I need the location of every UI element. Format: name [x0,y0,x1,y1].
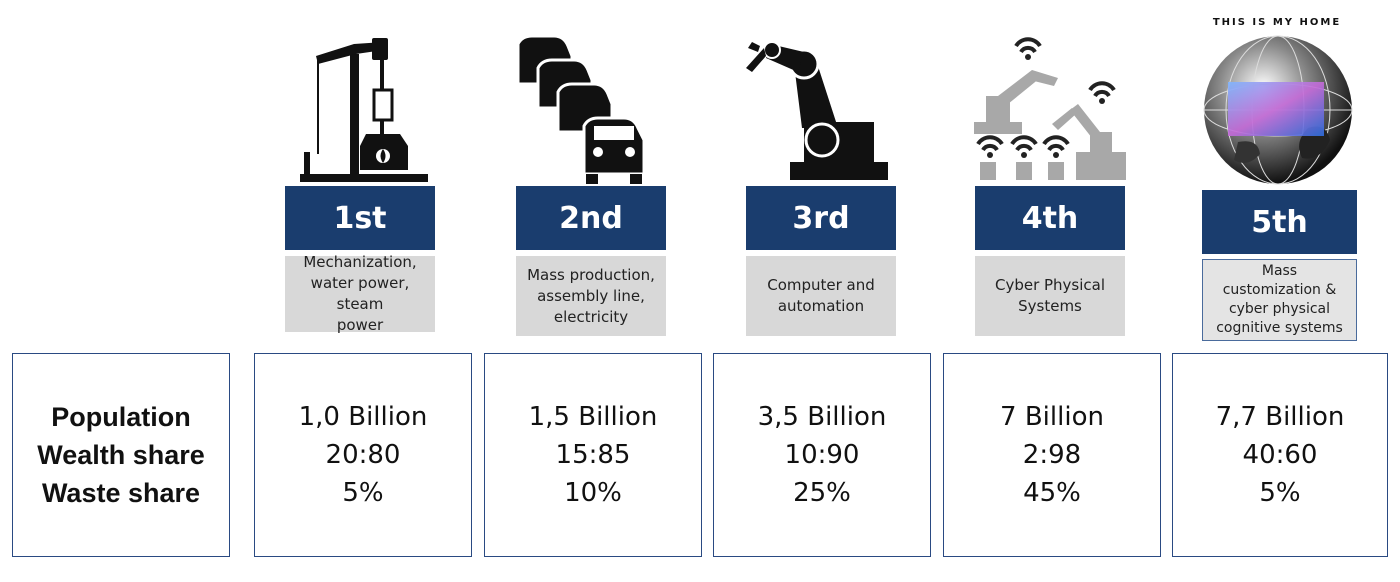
robot-arm-icon [746,41,888,180]
revolution-1-description: Mechanization, water power, steam power [285,253,435,334]
revolution-4-description: Cyber Physical Systems [975,256,1125,336]
connected-robots-icon [974,37,1126,180]
revolution-4-banner: 4th [975,186,1125,250]
revolution-1-banner: 1st [285,186,435,250]
wealth-share-value: 10:90 [784,440,860,470]
globe-caption: THIS IS MY HOME [1212,17,1342,28]
population-value: 7,7 Billion [1215,402,1345,432]
revolution-2-banner: 2nd [516,186,666,250]
globe-icon [1203,35,1353,185]
waste-share-label: Waste share [41,478,201,508]
revolution-3-description: Computer and automation [746,256,896,336]
population-value: 3,5 Billion [757,402,887,432]
wealth-share-label: Wealth share [37,440,205,470]
waste-share-value: 25% [793,478,851,508]
revolution-5-banner: 5th [1202,190,1357,254]
waste-share-value: 5% [342,478,384,508]
waste-share-value: 10% [564,478,622,508]
revolution-1-stats: 1,0 Billion 20:80 5% [254,353,472,557]
wealth-share-value: 40:60 [1242,440,1318,470]
population-value: 7 Billion [1000,402,1104,432]
revolution-4-stats: 7 Billion 2:98 45% [943,353,1161,557]
revolution-2-stats: 1,5 Billion 15:85 10% [484,353,702,557]
waste-share-value: 5% [1259,478,1301,508]
cars-assembly-icon [516,34,646,184]
population-label: Population [51,402,191,432]
revolution-5-description: Mass customization & cyber physical cogn… [1202,259,1357,341]
wealth-share-value: 20:80 [325,440,401,470]
row-labels-box: Population Wealth share Waste share [12,353,230,557]
revolution-5-stats: 7,7 Billion 40:60 5% [1172,353,1388,557]
wealth-share-value: 15:85 [555,440,631,470]
population-value: 1,5 Billion [528,402,658,432]
population-value: 1,0 Billion [298,402,428,432]
revolution-3-banner: 3rd [746,186,896,250]
steam-engine-icon [300,38,428,182]
wealth-share-value: 2:98 [1022,440,1082,470]
revolution-3-stats: 3,5 Billion 10:90 25% [713,353,931,557]
waste-share-value: 45% [1023,478,1081,508]
revolution-2-description: Mass production, assembly line, electric… [516,256,666,336]
